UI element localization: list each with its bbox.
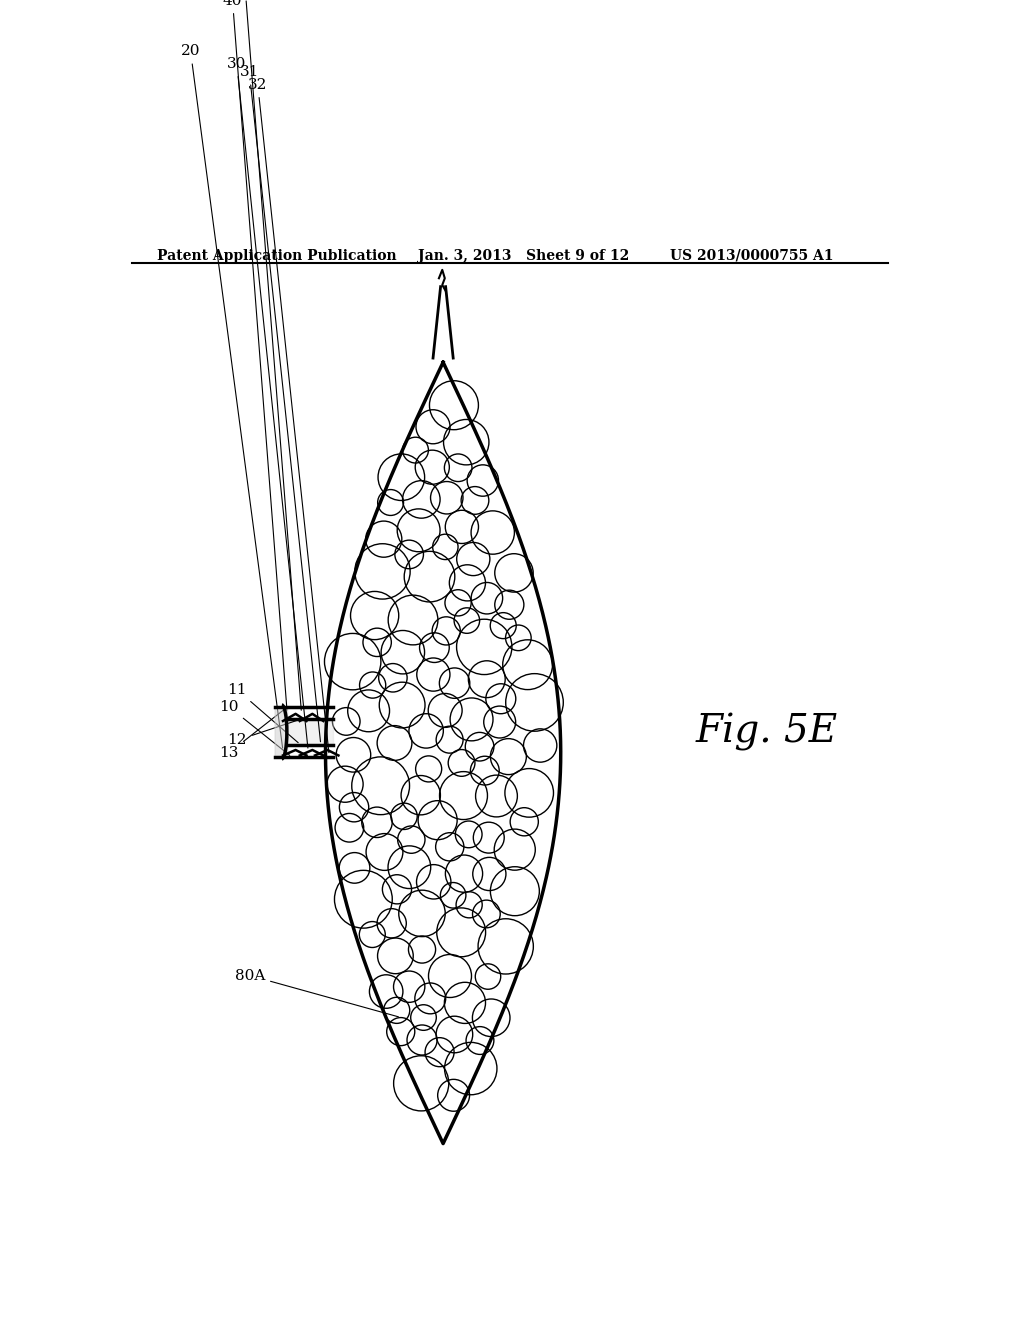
Text: Jan. 3, 2013   Sheet 9 of 12: Jan. 3, 2013 Sheet 9 of 12 bbox=[418, 249, 629, 263]
Polygon shape bbox=[275, 706, 288, 758]
Polygon shape bbox=[288, 719, 334, 744]
Text: 31: 31 bbox=[240, 66, 321, 742]
Text: Fig. 5E: Fig. 5E bbox=[695, 713, 838, 751]
Text: 10: 10 bbox=[219, 700, 290, 755]
Text: 32: 32 bbox=[248, 78, 329, 752]
Text: 30: 30 bbox=[227, 57, 308, 748]
Text: 12: 12 bbox=[227, 721, 298, 747]
Text: 80A: 80A bbox=[234, 969, 398, 1016]
Text: 11: 11 bbox=[227, 682, 298, 743]
Text: 20: 20 bbox=[181, 45, 283, 748]
Text: 40: 40 bbox=[223, 0, 287, 710]
Text: Patent Application Publication: Patent Application Publication bbox=[158, 249, 397, 263]
Text: 13: 13 bbox=[219, 709, 286, 760]
Text: US 2013/0000755 A1: US 2013/0000755 A1 bbox=[670, 249, 834, 263]
Polygon shape bbox=[326, 362, 561, 1143]
Text: 41: 41 bbox=[236, 0, 301, 710]
